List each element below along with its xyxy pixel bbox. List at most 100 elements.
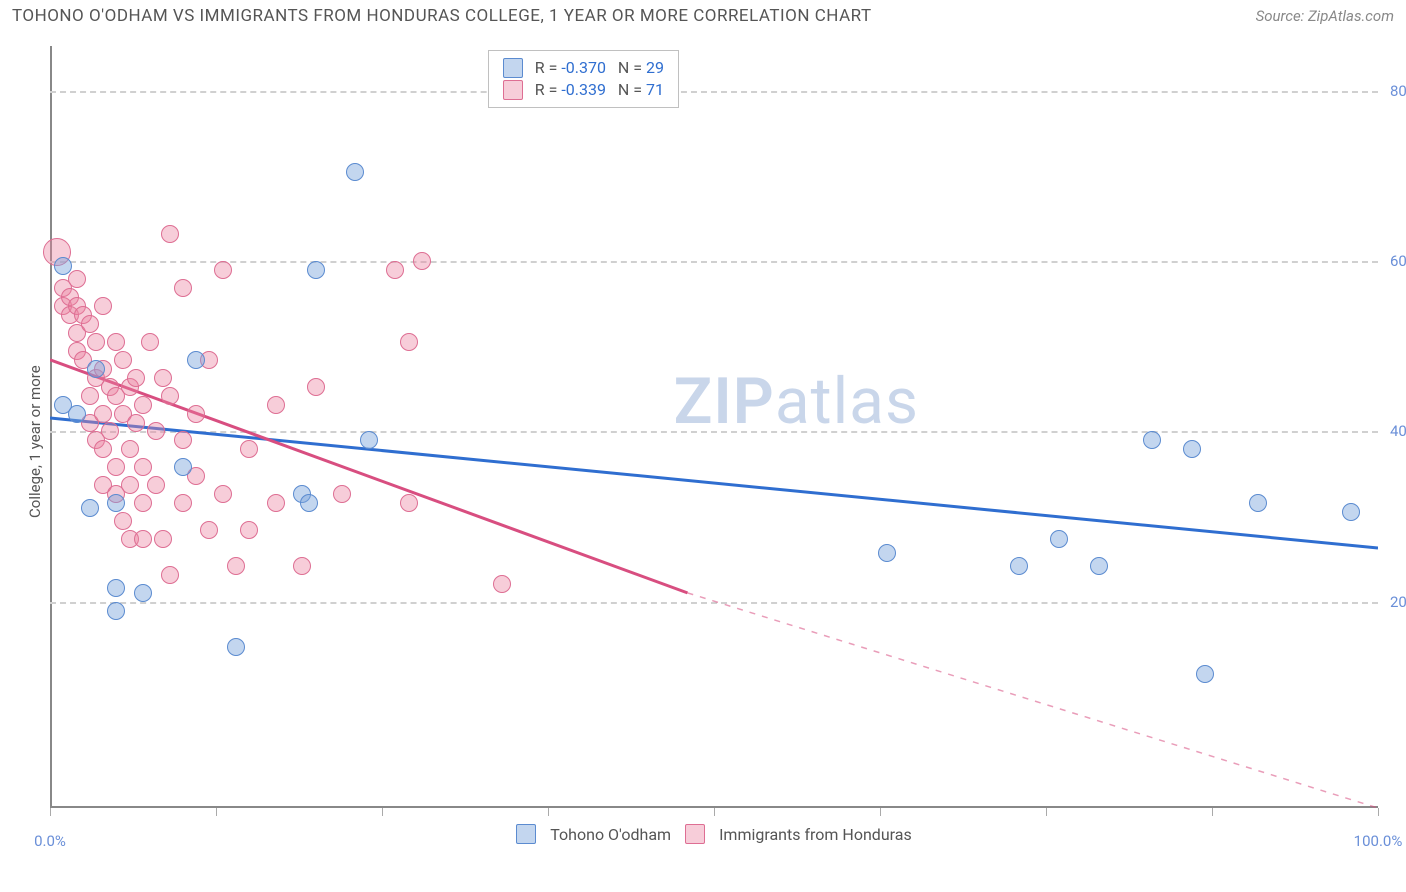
legend-row: R = -0.339 N = 71 (503, 79, 664, 101)
data-point (200, 521, 218, 539)
data-point (187, 351, 205, 369)
legend-row: R = -0.370 N = 29 (503, 57, 664, 79)
data-point (107, 333, 125, 351)
data-point (107, 602, 125, 620)
legend-swatch (685, 824, 705, 844)
data-point (1090, 557, 1108, 575)
data-point (227, 638, 245, 656)
data-point (121, 440, 139, 458)
legend-swatch (516, 824, 536, 844)
data-point (127, 414, 145, 432)
y-tick-label: 40.0% (1390, 422, 1406, 440)
data-point (300, 494, 318, 512)
data-point (134, 584, 152, 602)
data-point (400, 494, 418, 512)
data-point (81, 387, 99, 405)
data-point (121, 476, 139, 494)
data-point (114, 351, 132, 369)
data-point (81, 315, 99, 333)
data-point (333, 485, 351, 503)
data-point (94, 440, 112, 458)
data-point (161, 225, 179, 243)
data-point (154, 530, 172, 548)
data-point (154, 369, 172, 387)
data-point (240, 440, 258, 458)
x-tick (1046, 808, 1047, 816)
data-point (114, 512, 132, 530)
data-point (94, 405, 112, 423)
data-point (1249, 494, 1267, 512)
x-tick (880, 808, 881, 816)
x-tick (714, 808, 715, 816)
data-point (81, 499, 99, 517)
data-point (174, 279, 192, 297)
legend-swatch (503, 58, 523, 78)
legend-text: R = -0.339 N = 71 (535, 79, 664, 101)
data-point (386, 261, 404, 279)
data-point (227, 557, 245, 575)
data-point (134, 458, 152, 476)
x-tick (548, 808, 549, 816)
data-point (240, 521, 258, 539)
x-tick (1378, 808, 1379, 816)
data-point (307, 261, 325, 279)
data-point (214, 485, 232, 503)
data-point (174, 458, 192, 476)
correlation-legend: R = -0.370 N = 29R = -0.339 N = 71 (488, 50, 679, 108)
data-point (293, 557, 311, 575)
data-point (1196, 665, 1214, 683)
data-point (134, 530, 152, 548)
data-point (307, 378, 325, 396)
data-point (174, 431, 192, 449)
x-tick (1212, 808, 1213, 816)
series-legend: Tohono O'odham Immigrants from Honduras (50, 824, 1378, 844)
data-point (187, 405, 205, 423)
x-tick (50, 808, 51, 816)
legend-series-name: Immigrants from Honduras (719, 825, 912, 844)
data-point (68, 405, 86, 423)
y-tick-label: 20.0% (1390, 593, 1406, 611)
data-point (493, 575, 511, 593)
data-point (1143, 431, 1161, 449)
y-tick-label: 60.0% (1390, 252, 1406, 270)
data-point (107, 458, 125, 476)
data-point (68, 270, 86, 288)
data-point (87, 333, 105, 351)
data-point (267, 396, 285, 414)
data-point (878, 544, 896, 562)
data-point (127, 369, 145, 387)
data-point (94, 297, 112, 315)
source-label: Source: ZipAtlas.com (1256, 7, 1394, 25)
data-point (87, 360, 105, 378)
x-tick (382, 808, 383, 816)
data-point (141, 333, 159, 351)
data-point (161, 566, 179, 584)
data-point (161, 387, 179, 405)
legend-text: R = -0.370 N = 29 (535, 57, 664, 79)
data-point (214, 261, 232, 279)
data-point (54, 257, 72, 275)
data-point (413, 252, 431, 270)
data-point (107, 579, 125, 597)
data-point (147, 476, 165, 494)
data-point (1183, 440, 1201, 458)
data-point (267, 494, 285, 512)
legend-swatch (503, 80, 523, 100)
y-tick-label: 80.0% (1390, 82, 1406, 100)
data-point (134, 494, 152, 512)
chart-title: TOHONO O'ODHAM VS IMMIGRANTS FROM HONDUR… (12, 6, 872, 26)
legend-series-name: Tohono O'odham (550, 825, 671, 844)
data-point (101, 422, 119, 440)
data-point (174, 494, 192, 512)
x-tick (216, 808, 217, 816)
y-axis-title: College, 1 year or more (26, 366, 44, 519)
data-point (134, 396, 152, 414)
data-point (346, 163, 364, 181)
chart-area: 20.0%40.0%60.0%80.0%0.0%100.0%College, 1… (50, 46, 1378, 808)
data-point (400, 333, 418, 351)
data-point (107, 494, 125, 512)
data-point (1342, 503, 1360, 521)
data-point (1010, 557, 1028, 575)
data-point (147, 422, 165, 440)
data-point (1050, 530, 1068, 548)
